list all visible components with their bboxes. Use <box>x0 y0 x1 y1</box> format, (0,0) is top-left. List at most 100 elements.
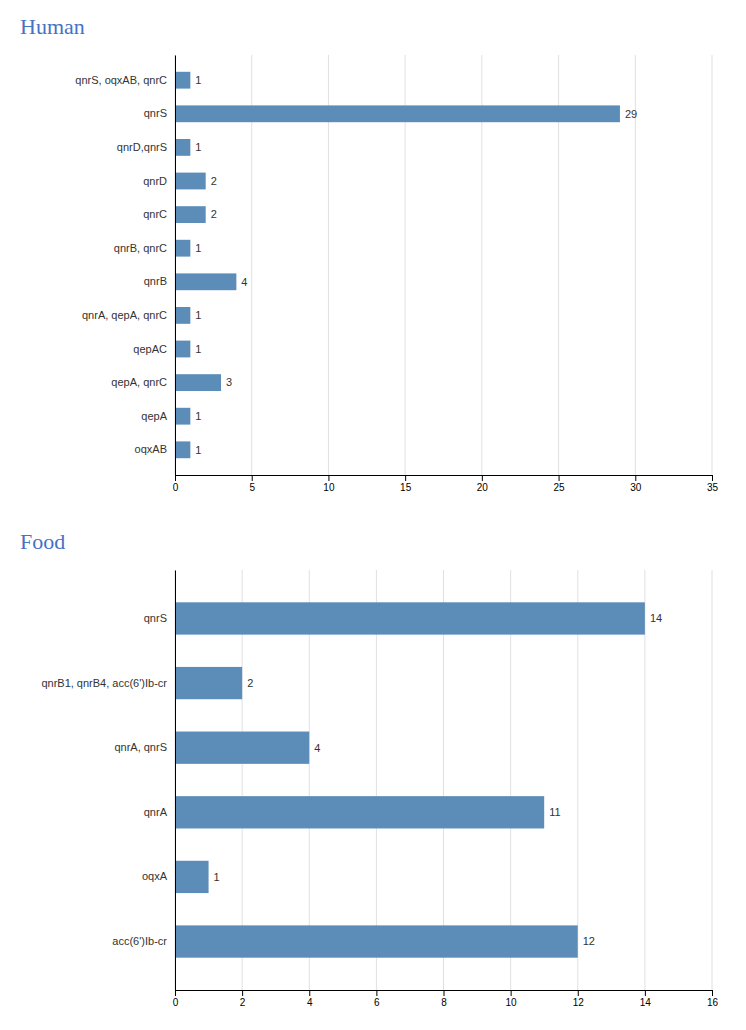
bar <box>175 307 190 324</box>
y-tick-label: qnrB1, qnrB4, acc(6')Ib-cr <box>41 677 167 689</box>
y-tick-label: qnrA, qepA, qnrC <box>82 309 167 321</box>
x-tick-label: 2 <box>240 997 246 1008</box>
x-tick: 10 <box>506 990 518 1008</box>
y-axis: qnrS qnrB1, qnrB4, acc(6')Ib-cr qnrA, qnrS… <box>41 571 175 991</box>
x-tick: 4 <box>307 990 313 1008</box>
chart-svg: Human05101520253035qnrS, oqxAB, qnrCqnrS… <box>0 0 746 1030</box>
bar <box>175 72 190 89</box>
x-axis: 0 2 4 6 8 10 12 14 16 <box>173 990 719 1008</box>
x-tick-label: 20 <box>477 482 489 493</box>
grid-line <box>175 570 176 990</box>
bar <box>175 341 190 358</box>
y-axis-line <box>175 571 176 991</box>
x-tick-mark <box>405 475 406 481</box>
data-label: 1 <box>195 74 201 86</box>
x-tick-label: 14 <box>640 997 652 1008</box>
x-tick: 5 <box>249 475 255 493</box>
data-label: 12 <box>583 935 595 947</box>
data-label: 2 <box>247 677 253 689</box>
y-tick: qnrB1, qnrB4, acc(6')Ib-cr <box>41 677 175 689</box>
y-tick: qnrS, oqxAB, qnrC <box>75 74 175 86</box>
y-tick-label: qnrC <box>143 208 167 220</box>
chart-title: Food <box>20 529 65 554</box>
y-tick: qnrA <box>144 806 175 818</box>
data-label: 2 <box>211 175 217 187</box>
bars <box>175 602 645 957</box>
y-tick: oqxAB <box>135 443 175 455</box>
x-tick-label: 4 <box>307 997 313 1008</box>
y-tick-label: qnrS <box>144 107 167 119</box>
data-label: 2 <box>211 208 217 220</box>
y-tick-label: qnrS <box>144 612 167 624</box>
bar <box>175 408 190 425</box>
y-tick-label: oqxA <box>142 870 168 882</box>
x-tick-label: 10 <box>323 482 335 493</box>
bar <box>175 441 190 458</box>
x-tick: 35 <box>707 475 719 493</box>
x-tick-mark <box>511 990 512 996</box>
data-label: 29 <box>625 108 637 120</box>
x-tick: 25 <box>554 475 566 493</box>
x-axis-line <box>176 991 713 997</box>
y-tick: qnrS <box>144 107 175 119</box>
x-tick-mark <box>175 990 176 996</box>
y-tick-label: oqxAB <box>135 443 167 455</box>
x-tick-label: 35 <box>707 482 719 493</box>
bar <box>175 139 190 156</box>
bar <box>175 173 206 190</box>
x-tick-label: 30 <box>630 482 642 493</box>
x-tick-mark <box>328 475 329 481</box>
y-tick: acc(6')Ib-cr <box>112 935 175 947</box>
x-tick-mark <box>444 990 445 996</box>
x-tick-label: 0 <box>173 997 179 1008</box>
data-labels: 142411112 <box>214 612 663 947</box>
grid-line <box>175 55 176 475</box>
y-axis: qnrS, oqxAB, qnrCqnrSqnrD,qnrSqnrDqnrCqn… <box>75 56 175 476</box>
bar <box>175 602 645 634</box>
plot-area: 0 2 4 6 8 10 12 14 16 qnrS qnrB1, qnrB4, acc(6')Ib… <box>41 570 718 1008</box>
y-tick-label: qepA <box>141 410 167 422</box>
y-tick: qnrB <box>144 275 175 287</box>
y-tick: qnrA, qnrS <box>114 741 175 753</box>
x-tick-mark <box>645 990 646 996</box>
x-tick: 16 <box>707 990 719 1008</box>
y-axis-line <box>175 56 176 476</box>
x-tick: 15 <box>400 475 412 493</box>
bar <box>175 796 544 828</box>
x-tick: 0 <box>173 990 179 1008</box>
y-tick: qepA, qnrC <box>111 376 175 388</box>
x-tick-mark <box>376 990 377 996</box>
x-axis-line <box>176 476 713 482</box>
bar <box>175 861 209 893</box>
data-label: 4 <box>314 742 320 754</box>
y-tick: qnrD,qnrS <box>117 141 175 153</box>
data-label: 1 <box>195 343 201 355</box>
x-tick-label: 10 <box>506 997 518 1008</box>
x-tick-label: 0 <box>173 482 179 493</box>
y-tick-label: qnrA <box>144 806 168 818</box>
x-tick: 30 <box>630 475 642 493</box>
x-tick-label: 8 <box>441 997 447 1008</box>
y-tick-label: qnrS, oqxAB, qnrC <box>75 74 167 86</box>
data-label: 1 <box>195 444 201 456</box>
grid <box>175 570 712 990</box>
data-labels: 1291221411311 <box>195 74 637 456</box>
x-tick-mark <box>482 475 483 481</box>
grid-line <box>712 570 713 990</box>
x-tick: 6 <box>374 990 380 1008</box>
x-tick: 12 <box>573 990 585 1008</box>
chart-title: Human <box>20 14 85 39</box>
x-tick-mark <box>712 990 713 996</box>
bar <box>175 925 578 957</box>
x-tick: 10 <box>323 475 335 493</box>
chart-section: Food 0 2 4 6 8 10 12 14 16 qnrS qnrB1, qnrB4, acc(6… <box>20 529 718 1008</box>
y-tick-label: acc(6')Ib-cr <box>112 935 167 947</box>
bar <box>175 240 190 257</box>
bar <box>175 105 620 122</box>
x-tick-label: 25 <box>554 482 566 493</box>
y-tick-label: qnrD,qnrS <box>117 141 167 153</box>
x-tick: 0 <box>173 475 179 493</box>
data-label: 1 <box>195 141 201 153</box>
grid <box>175 55 712 475</box>
bar <box>175 206 206 223</box>
